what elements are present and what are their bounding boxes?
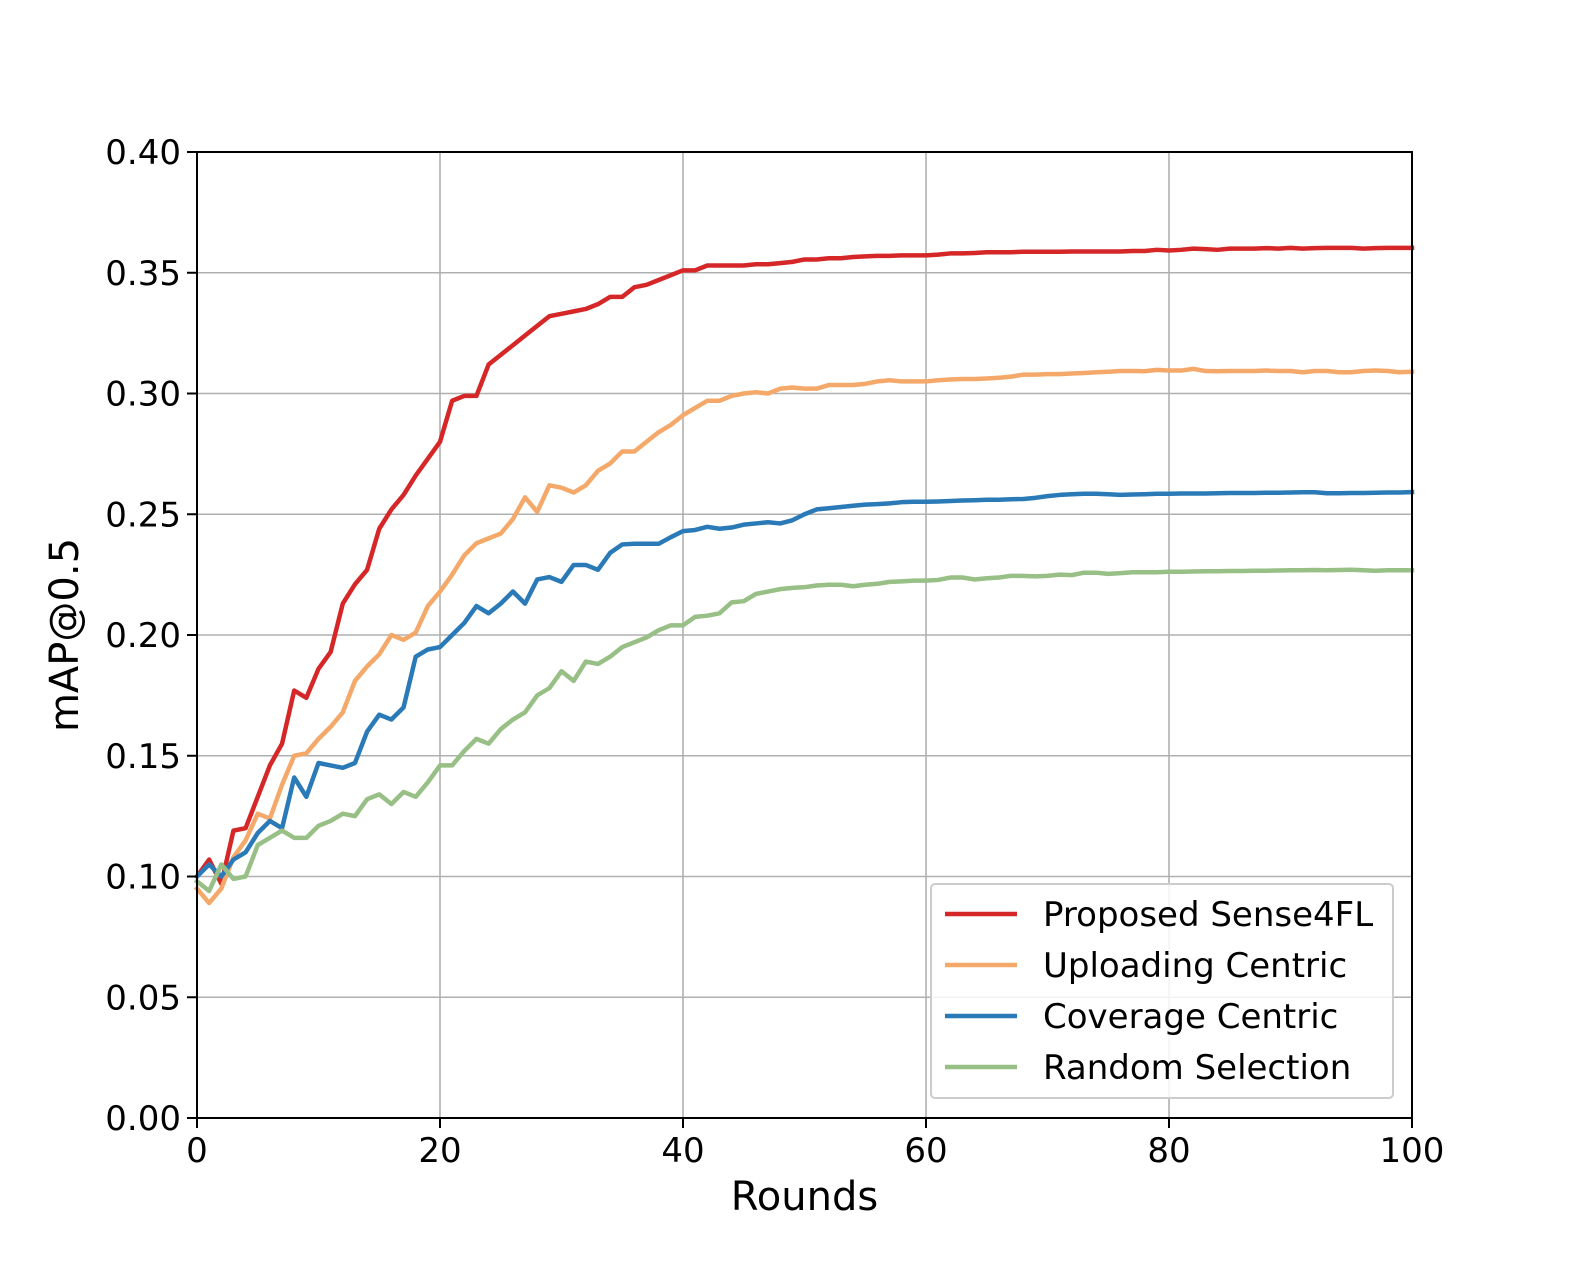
- series-line-0: [193, 245, 1415, 886]
- y-tick-label: 0.25: [105, 495, 181, 535]
- legend-label: Random Selection: [1043, 1048, 1351, 1088]
- series-line-1: [193, 366, 1415, 906]
- y-tick-label: 0.15: [105, 737, 181, 777]
- x-axis-label: Rounds: [731, 1174, 878, 1220]
- series-line-2: [193, 489, 1415, 880]
- legend-box: [930, 883, 1394, 1099]
- ticks: 0 20 40 60 80 100 0.00 0.05 0.10 0.15 0.20 0.25 0.30…: [105, 133, 1444, 1171]
- x-tick-label: 60: [904, 1131, 947, 1171]
- x-tick-label: 80: [1147, 1131, 1190, 1171]
- series-lines: [193, 245, 1415, 906]
- x-tick-label: 20: [418, 1131, 461, 1171]
- x-tick-label: 0: [186, 1131, 208, 1171]
- legend-label: Proposed Sense4FL: [1043, 895, 1373, 935]
- y-tick-label: 0.00: [105, 1099, 181, 1139]
- legend: Proposed Sense4FL Uploading Centric Covera…: [930, 883, 1394, 1099]
- legend-label: Uploading Centric: [1043, 946, 1347, 986]
- x-tick-label: 100: [1380, 1131, 1445, 1171]
- y-axis-label: mAP@0.5: [42, 538, 88, 732]
- y-tick-label: 0.35: [105, 254, 181, 294]
- series-line-3: [193, 567, 1415, 894]
- y-tick-label: 0.05: [105, 978, 181, 1018]
- x-tick-label: 40: [661, 1131, 704, 1171]
- y-tick-label: 0.30: [105, 375, 181, 415]
- legend-label: Coverage Centric: [1043, 997, 1338, 1037]
- y-tick-label: 0.40: [105, 133, 181, 173]
- y-tick-label: 0.10: [105, 858, 181, 898]
- y-tick-label: 0.20: [105, 616, 181, 656]
